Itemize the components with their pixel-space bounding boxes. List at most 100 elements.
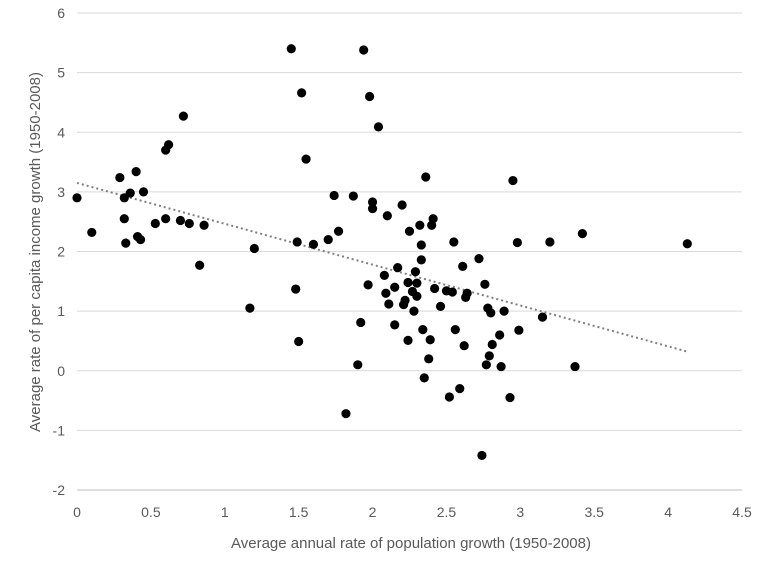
data-point [356, 317, 366, 328]
y-tick-label: 5 [57, 65, 65, 81]
data-point [178, 111, 188, 121]
data-point [435, 301, 446, 311]
data-point [450, 325, 460, 335]
data-point [430, 283, 440, 294]
data-point [418, 325, 428, 335]
trendline-path [76, 181, 688, 353]
data-point [135, 234, 146, 245]
x-tick-label: 1 [221, 504, 229, 520]
data-point [458, 261, 468, 272]
data-point [409, 306, 419, 316]
x-tick-label: 2.5 [437, 504, 457, 520]
trendline [76, 181, 688, 353]
y-tick-label: 0 [57, 363, 65, 379]
data-point [381, 288, 391, 298]
data-point [447, 287, 457, 297]
data-point [496, 361, 506, 372]
data-point [462, 288, 472, 298]
data-point [373, 122, 384, 132]
data-point [115, 172, 125, 183]
data-point [487, 339, 497, 350]
data-point [119, 214, 129, 224]
x-axis-title: Average annual rate of population growth… [231, 535, 591, 552]
data-point [301, 154, 311, 164]
data-point [367, 197, 378, 207]
data-point [308, 239, 319, 249]
data-point [412, 278, 422, 288]
data-point [286, 44, 296, 54]
data-point [449, 237, 459, 247]
data-point [359, 45, 369, 55]
data-point [474, 254, 484, 264]
x-tick-label: 2 [369, 504, 377, 520]
data-point [121, 238, 131, 248]
data-point [249, 243, 259, 254]
data-point [495, 330, 505, 340]
data-point [175, 215, 186, 226]
data-point [365, 91, 375, 102]
data-point [125, 188, 135, 198]
data-point [455, 384, 465, 394]
data-point [353, 360, 363, 370]
data-point [425, 335, 435, 345]
data-point [131, 167, 141, 177]
data-point [87, 227, 97, 238]
data-point [150, 218, 160, 229]
x-tick-label: 3.5 [584, 504, 604, 520]
data-point [480, 279, 490, 289]
data-point [245, 303, 255, 313]
data-point [424, 354, 434, 364]
data-point [403, 277, 413, 288]
data-point [379, 270, 389, 280]
data-point [419, 373, 429, 383]
x-tick-label: 0.5 [141, 504, 161, 520]
data-point [393, 262, 403, 273]
x-tick-label: 4.5 [732, 504, 752, 520]
data-point [412, 291, 422, 301]
data-point [294, 336, 304, 347]
data-point [477, 450, 487, 461]
data-point [397, 200, 407, 210]
data-point [545, 237, 555, 247]
y-tick-label: 1 [57, 303, 65, 319]
data-point [421, 172, 431, 182]
data-point [382, 211, 392, 221]
data-point [512, 237, 522, 248]
data-point [577, 229, 588, 239]
data-point [403, 335, 413, 345]
data-point [514, 325, 524, 335]
x-tick-label: 0 [73, 504, 81, 520]
data-point [138, 187, 149, 197]
x-tick-label: 1.5 [289, 504, 309, 520]
y-tick-label: -2 [53, 482, 66, 498]
data-point [367, 203, 378, 214]
data-point [341, 409, 351, 419]
data-point [570, 361, 580, 372]
y-tick-label: 3 [57, 184, 65, 200]
data-point [428, 214, 438, 224]
data-point [161, 214, 171, 224]
data-point [499, 306, 509, 316]
data-point [682, 239, 692, 249]
data-point [537, 312, 548, 322]
data-point [164, 140, 174, 150]
data-point [508, 175, 518, 186]
data-point [195, 260, 205, 270]
data-point [297, 88, 307, 98]
data-point [72, 193, 82, 203]
data-point [415, 220, 425, 230]
data-point [404, 226, 415, 236]
data-point [184, 218, 194, 229]
data-point [444, 392, 454, 402]
data-point [505, 392, 515, 403]
x-tick-label: 4 [664, 504, 672, 520]
data-point [416, 240, 426, 250]
data-point [410, 267, 421, 277]
data-point [484, 351, 494, 361]
data-point [292, 237, 302, 247]
data-point [400, 295, 410, 305]
data-points [72, 44, 692, 461]
data-point [390, 282, 400, 292]
